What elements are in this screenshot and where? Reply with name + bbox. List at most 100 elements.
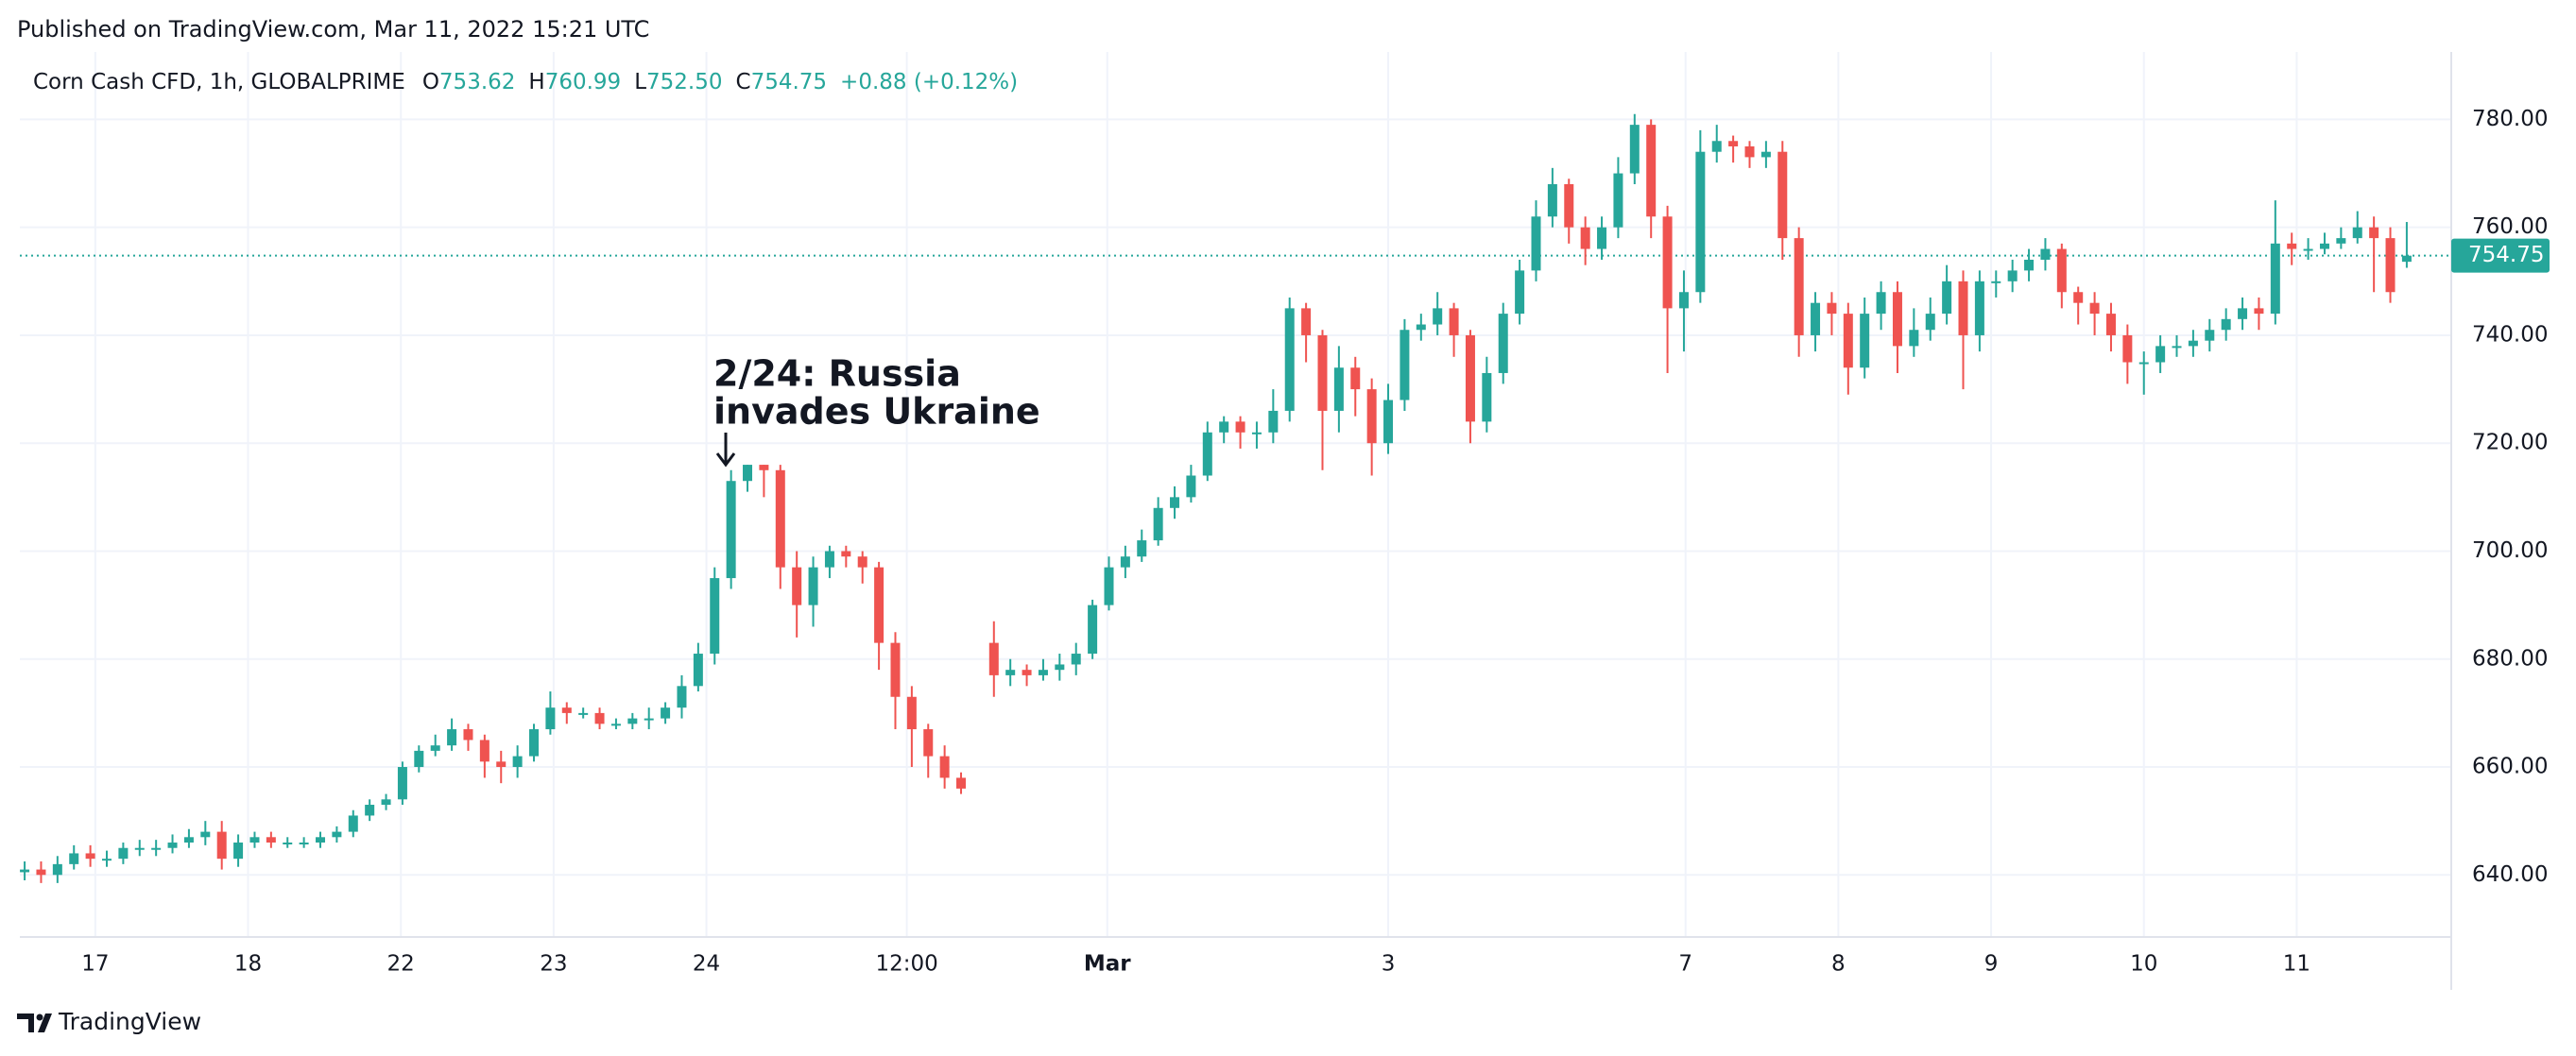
candle: [1892, 281, 1902, 373]
y-tick-label: 780.00: [2472, 107, 2548, 131]
candle-body: [1843, 314, 1853, 368]
candle: [1711, 125, 1722, 163]
candle: [2287, 232, 2297, 265]
candle: [430, 734, 440, 757]
x-tick-label: 22: [387, 952, 415, 977]
candle-body: [661, 707, 671, 719]
candle-body: [216, 831, 227, 860]
candle-body: [2056, 248, 2067, 293]
candle: [759, 465, 769, 498]
candle: [923, 724, 934, 778]
candle: [1580, 216, 1590, 265]
candle: [249, 831, 260, 848]
candle-body: [906, 696, 917, 730]
candle-body: [1416, 324, 1426, 331]
candle-body: [414, 750, 424, 768]
candle-body: [1860, 314, 1870, 368]
candle-body: [759, 465, 769, 470]
candle-body: [2105, 314, 2116, 335]
candle-body: [266, 837, 276, 843]
candle-body: [743, 465, 753, 482]
candle: [397, 761, 407, 806]
candle: [1942, 264, 1952, 325]
candle: [1268, 389, 1279, 444]
x-tick-label: 9: [1984, 952, 1999, 977]
candle: [644, 707, 654, 730]
candle: [1022, 664, 1032, 687]
candle-body: [808, 567, 818, 605]
candle-body: [561, 707, 572, 713]
candle: [2056, 243, 2067, 309]
candle: [693, 642, 703, 692]
candle: [479, 734, 489, 778]
candle-body: [841, 551, 851, 557]
y-tick-label: 680.00: [2472, 646, 2548, 671]
candle: [2401, 222, 2412, 268]
header-o: O: [422, 70, 439, 94]
candle: [1137, 529, 1147, 562]
candle: [857, 551, 867, 584]
candle: [266, 831, 276, 848]
candle-body: [1235, 421, 1245, 433]
candle: [1235, 416, 1245, 449]
x-tick-label: 11: [2283, 952, 2310, 977]
candle-body: [2336, 238, 2346, 244]
candle-body: [1515, 270, 1525, 315]
candle: [1219, 416, 1229, 444]
candle: [710, 567, 720, 665]
candle-body: [2401, 255, 2412, 263]
candle: [316, 831, 326, 848]
candle-body: [956, 777, 967, 789]
candle-body: [2303, 248, 2313, 251]
candle-body: [2385, 238, 2396, 293]
candle: [1695, 129, 1706, 303]
candle: [85, 844, 95, 867]
last-price-label: 754.75: [2468, 243, 2544, 267]
candle-body: [644, 718, 654, 721]
header-l: L: [634, 70, 646, 94]
candle: [1958, 270, 1968, 390]
candle: [2319, 232, 2329, 255]
candle: [1876, 281, 1886, 331]
candle: [2155, 334, 2166, 373]
annotation-line: 2/24: Russia: [713, 353, 961, 395]
candle-body: [1137, 540, 1147, 557]
candle: [1843, 302, 1853, 395]
x-tick-label: Mar: [1084, 952, 1131, 977]
candle-body: [939, 756, 950, 778]
candle: [1284, 297, 1295, 422]
candle: [1366, 378, 1377, 476]
candle-body: [1120, 556, 1130, 568]
candle: [2221, 308, 2231, 341]
candle: [988, 621, 999, 697]
candle: [134, 840, 145, 857]
candle-body: [1383, 400, 1394, 444]
candle: [1350, 356, 1361, 417]
candle-body: [1449, 308, 1459, 335]
candle-body: [1925, 314, 1935, 331]
candle: [743, 465, 753, 492]
candle: [1301, 302, 1312, 363]
candle-body: [2089, 302, 2100, 315]
candle: [1613, 157, 1623, 239]
candle: [463, 724, 473, 751]
candle-body: [2122, 334, 2133, 363]
candle-body: [710, 578, 720, 655]
candle-body: [1433, 308, 1443, 325]
candle: [183, 828, 194, 848]
candle-body: [1876, 292, 1886, 315]
candle-body: [1597, 227, 1607, 249]
header-c: C: [736, 70, 751, 94]
candle: [2040, 238, 2051, 271]
candle: [348, 809, 358, 838]
header-high: 760.99: [545, 70, 621, 94]
candle: [1251, 421, 1262, 449]
candle-body: [1170, 497, 1180, 508]
header-close: 754.75: [751, 70, 827, 94]
candle: [1383, 383, 1394, 454]
candle-body: [2188, 340, 2198, 347]
candle: [233, 834, 244, 867]
candle-body: [1958, 281, 1968, 335]
candle: [1515, 259, 1525, 325]
candle: [808, 556, 818, 627]
